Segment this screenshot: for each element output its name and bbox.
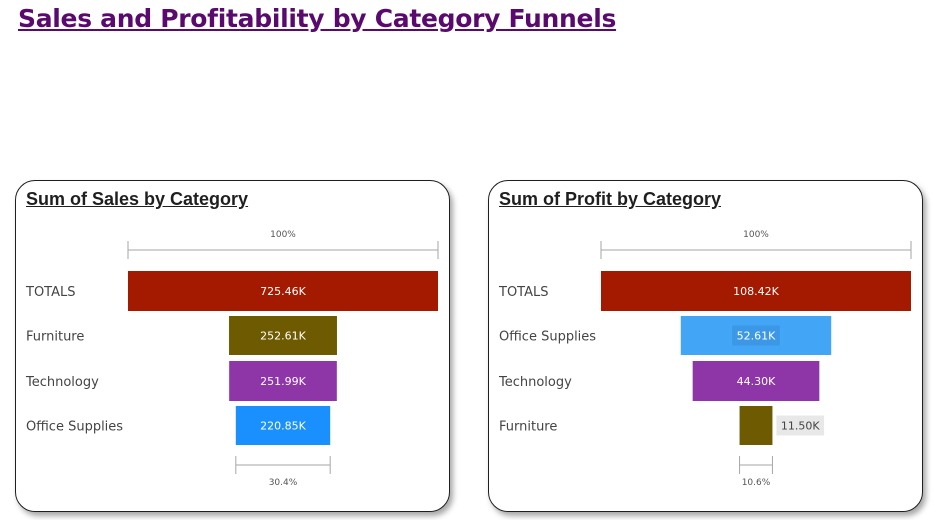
sales-category-label: TOTALS xyxy=(25,285,76,300)
sales-top-percent-label: 100% xyxy=(270,230,296,240)
profit-data-label: 44.30K xyxy=(737,375,776,388)
profit-bottom-percent-label: 10.6% xyxy=(742,478,771,488)
sales-funnel-card[interactable]: Sum of Sales by Category 100% TOTALS 725.4… xyxy=(15,180,450,512)
profit-data-label: 52.61K xyxy=(737,330,776,343)
sales-data-label: 252.61K xyxy=(260,330,306,343)
profit-category-label: TOTALS xyxy=(498,285,549,300)
profit-funnel-bar[interactable] xyxy=(601,271,911,311)
sales-data-label: 251.99K xyxy=(260,375,306,388)
profit-funnel-bar[interactable] xyxy=(692,361,820,401)
sales-funnel-bar[interactable] xyxy=(229,316,337,355)
sales-funnel-bar[interactable] xyxy=(235,406,331,445)
profit-data-label-bg xyxy=(776,415,825,436)
sales-data-label: 725.46K xyxy=(260,285,306,298)
profit-funnel-bar[interactable] xyxy=(739,406,773,445)
sales-data-label: 220.85K xyxy=(260,420,306,433)
profit-funnel-chart[interactable]: 100% TOTALS 108.42K Office Supplies 52.61K Te… xyxy=(489,181,922,511)
sales-category-label: Office Supplies xyxy=(26,420,123,435)
profit-data-label: 11.50K xyxy=(781,420,820,433)
page-title: Sales and Profitability by Category Funn… xyxy=(18,4,617,33)
sales-category-label: Technology xyxy=(25,375,99,390)
profit-category-label: Technology xyxy=(498,375,572,390)
profit-top-percent-label: 100% xyxy=(743,230,769,240)
sales-funnel-bar[interactable] xyxy=(128,271,438,311)
sales-bottom-percent-label: 30.4% xyxy=(269,478,298,488)
profit-category-label: Furniture xyxy=(499,420,557,435)
sales-chart-title: Sum of Sales by Category xyxy=(26,189,249,209)
sales-funnel-chart[interactable]: 100% TOTALS 725.46K Furniture 252.61K Technol… xyxy=(16,181,449,511)
sales-funnel-bar[interactable] xyxy=(229,361,337,401)
profit-chart-title: Sum of Profit by Category xyxy=(499,189,722,209)
sales-category-label: Furniture xyxy=(26,330,84,345)
profit-funnel-card[interactable]: Sum of Profit by Category 100% TOTALS 108.… xyxy=(488,180,923,512)
profit-data-label-bg xyxy=(732,325,780,346)
profit-data-label: 108.42K xyxy=(733,285,779,298)
profit-category-label: Office Supplies xyxy=(499,330,596,345)
